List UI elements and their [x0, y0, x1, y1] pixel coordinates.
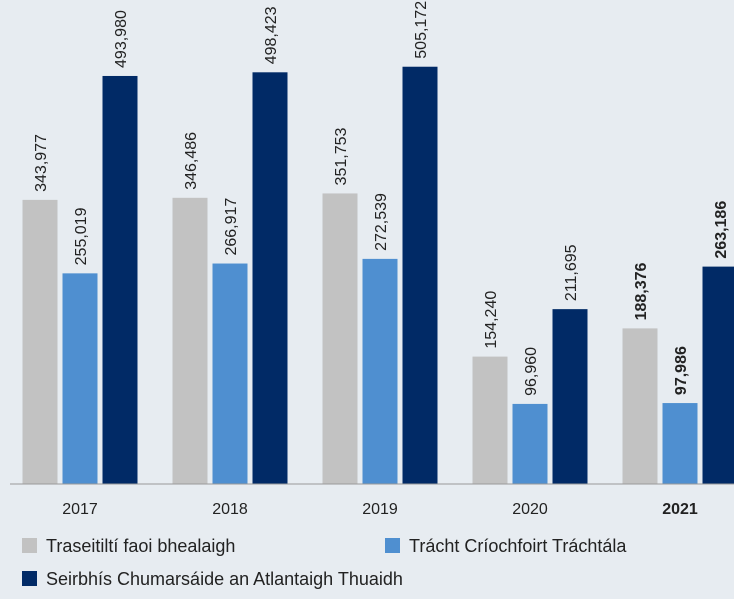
value-label: 505,172	[413, 1, 430, 59]
legend-label: Seirbhís Chumarsáide an Atlantaigh Thuai…	[46, 569, 403, 589]
bar	[662, 403, 698, 484]
value-label: 154,240	[483, 291, 500, 349]
bar	[472, 356, 508, 484]
legend-swatch	[22, 538, 37, 553]
bar	[322, 193, 358, 484]
value-label: 346,486	[183, 132, 200, 190]
bar	[402, 66, 438, 484]
bar	[102, 75, 138, 484]
bar	[62, 273, 98, 484]
value-label: 255,019	[73, 207, 90, 265]
value-label: 351,753	[333, 128, 350, 186]
value-label: 97,986	[673, 346, 690, 395]
value-label: 266,917	[223, 198, 240, 256]
bar	[362, 258, 398, 484]
legend-label: Traseitiltí faoi bhealaigh	[46, 536, 235, 556]
legend-swatch	[22, 571, 37, 586]
value-label: 272,539	[373, 193, 390, 251]
value-label: 96,960	[523, 347, 540, 396]
x-tick-label: 2019	[362, 501, 398, 518]
value-label: 211,695	[563, 244, 580, 301]
legend-swatch	[385, 538, 400, 553]
bar	[22, 199, 58, 484]
bar	[702, 266, 734, 484]
bar	[212, 263, 248, 484]
x-tick-label: 2020	[512, 501, 548, 518]
value-label: 263,186	[713, 201, 730, 259]
value-label: 498,423	[263, 6, 280, 64]
bar	[552, 309, 588, 484]
legend-label: Trácht Críochfoirt Tráchtála	[409, 536, 627, 556]
value-label: 188,376	[633, 262, 650, 320]
bar	[252, 72, 288, 484]
bar	[172, 197, 208, 485]
bar	[622, 328, 658, 484]
value-label: 493,980	[113, 10, 130, 68]
x-tick-label: 2021	[662, 501, 698, 518]
value-label: 343,977	[33, 134, 50, 192]
bar	[512, 403, 548, 484]
x-tick-label: 2018	[212, 501, 248, 518]
x-tick-label: 2017	[62, 501, 98, 518]
